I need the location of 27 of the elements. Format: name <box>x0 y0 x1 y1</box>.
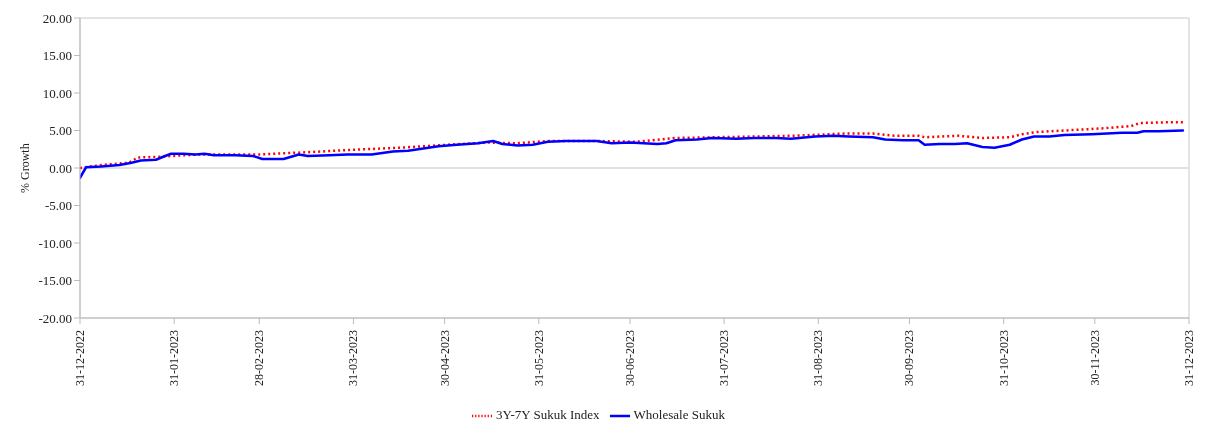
legend-label: Wholesale Sukuk <box>633 406 725 422</box>
x-tick-label: 31-01-2023 <box>167 330 182 386</box>
line-series <box>80 129 1185 179</box>
y-tick-label: -15.00 <box>38 273 72 289</box>
x-tick-label: 30-09-2023 <box>902 330 917 386</box>
x-tick-label: 30-11-2023 <box>1087 330 1102 386</box>
y-tick-label: 15.00 <box>42 48 72 64</box>
y-tick-label: -5.00 <box>44 198 72 214</box>
legend-label: 3Y-7Y Sukuk Index <box>496 406 600 422</box>
y-tick-label: -20.00 <box>38 310 72 326</box>
x-tick-label: 31-07-2023 <box>717 330 732 386</box>
x-tick-label: 31-12-2023 <box>1182 330 1196 386</box>
y-axis-title: % Growth <box>18 143 33 193</box>
x-tick-label: 31-05-2023 <box>531 330 546 386</box>
x-tick-label: 28-02-2023 <box>252 330 267 386</box>
x-tick-label: 30-06-2023 <box>622 330 637 386</box>
x-tick-label: 31-12-2022 <box>73 330 87 386</box>
x-tick-label: 30-04-2023 <box>437 330 452 386</box>
y-tick-label: 5.00 <box>49 123 72 139</box>
y-tick-label: 0.00 <box>49 160 72 176</box>
x-tick-label: 31-08-2023 <box>811 330 826 386</box>
y-tick-label: -10.00 <box>38 235 72 251</box>
y-tick-label: 10.00 <box>42 85 72 101</box>
y-tick-label: 20.00 <box>42 10 72 26</box>
x-tick-label: 31-03-2023 <box>346 330 361 386</box>
x-tick-label: 31-10-2023 <box>996 330 1011 386</box>
line-series <box>80 121 1185 170</box>
